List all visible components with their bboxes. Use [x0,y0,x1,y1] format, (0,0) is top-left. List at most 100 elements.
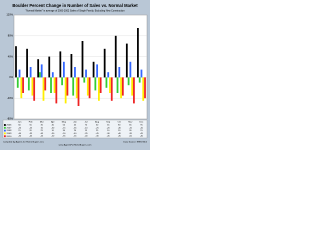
table-value: 10 [107,130,110,132]
table-value: -35 [118,136,122,138]
bar [116,77,119,93]
bar [114,35,117,78]
table-value: -45 [29,136,33,138]
bar [85,69,87,78]
table-value: 10 [52,130,55,132]
table-value: 15 [18,130,21,132]
table-value: -35 [29,133,33,135]
legend-swatch [4,135,6,138]
table-value: 70 [85,125,88,127]
table-value: 55 [107,125,110,127]
table-value: -50 [62,133,66,135]
table-value: -30 [118,127,122,129]
bar [48,56,51,78]
bar [29,67,32,78]
table-value: -10 [140,127,144,129]
bar [86,77,89,96]
bar [62,61,65,78]
bar [33,77,36,101]
y-tick-label: 0% [9,75,13,79]
bar [118,67,121,78]
table-value: 20 [74,130,77,132]
bar [133,77,135,104]
table-value: -50 [51,136,55,138]
bar [42,77,45,101]
bar [37,59,40,78]
table-value: -25 [29,127,33,129]
bar [16,77,19,88]
table-value: -35 [74,127,78,129]
legend-label: 2007 [7,127,13,129]
bar [75,77,78,99]
bar [88,77,91,99]
table-value: 30 [96,125,99,127]
table-value: -30 [107,133,111,135]
table-value: 15 [140,130,143,132]
x-tick-label: Feb [29,122,34,124]
table-value: -20 [107,127,111,129]
table-value: 30 [129,130,132,132]
table-value: -25 [96,127,100,129]
table-value: 45 [74,125,77,127]
bar [26,48,28,78]
x-tick-label: May [62,122,67,124]
bar [66,77,69,96]
table-value: 65 [129,125,132,127]
x-tick-label: Oct [118,121,122,124]
x-tick-label: Nov [128,122,133,124]
table-value: 55 [30,125,33,127]
table-value: -55 [74,136,78,138]
legend-swatch [4,129,6,132]
table-value: -30 [51,133,55,135]
data-table [2,119,148,139]
footer-center: www.AgentsForHomeBuyers.com [59,144,92,147]
bar [74,67,76,78]
table-value: -25 [40,136,44,138]
table-value: 40 [52,125,55,127]
legend-swatch [4,132,6,135]
bar [94,77,97,91]
bar [59,51,62,78]
table-value: 60 [18,125,21,127]
table-value: -35 [62,136,66,138]
bar [129,61,132,78]
table-value: 25 [41,130,44,132]
bar [131,77,134,96]
table-value: -30 [96,136,100,138]
y-tick-label: 40% [8,54,14,58]
table-value: -30 [18,136,22,138]
bar [64,77,67,104]
y-tick-label: -40% [7,96,14,100]
legend-swatch [4,124,6,126]
bar [50,77,52,93]
table-value: 25 [96,130,99,132]
table-value: 80 [118,125,121,127]
x-tick-label: Apr [51,121,55,124]
bar [137,28,139,78]
bar [22,77,24,93]
bar [55,77,58,104]
bar [107,72,110,78]
bar [15,46,17,78]
bar [98,77,100,101]
bar [140,69,143,78]
table-value: -40 [18,133,22,135]
bar [92,61,95,78]
x-tick-label: Jun [73,122,77,124]
y-tick-label: 120% [6,13,13,17]
bar [105,77,108,88]
footer-right: Data Source: IRES MLS [123,141,147,144]
bar [120,77,122,99]
bar [27,77,30,91]
x-tick-label: Mar [40,121,44,124]
plot-area [13,14,148,120]
bar [103,48,106,78]
table-value: -15 [62,127,66,129]
bar [39,72,41,78]
table-value: -15 [129,127,133,129]
table-value: 95 [140,125,143,127]
bar [144,77,146,99]
legend-swatch [4,126,6,129]
legend-label: 2006 [7,125,13,127]
bar [110,77,113,101]
